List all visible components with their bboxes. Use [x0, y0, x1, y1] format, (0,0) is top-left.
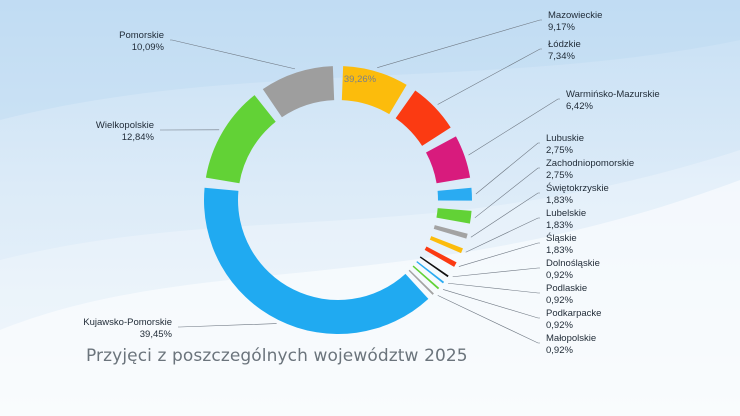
value-label-warminsko-mazurskie: 6,42%: [566, 101, 593, 112]
value-label-malopolskie: 0,92%: [546, 345, 573, 356]
leader-line-lubelskie: [465, 217, 540, 253]
value-label-wielkopolskie: 12,84%: [122, 132, 155, 143]
value-label-podlaskie: 0,92%: [546, 295, 573, 306]
slice-pomorskie: [262, 66, 335, 118]
leader-line-kujawsko-pomorskie: [178, 323, 277, 328]
slice-wielkopolskie: [205, 95, 276, 184]
value-label-lodzkie: 7,34%: [548, 51, 575, 62]
label-podlaskie: Podlaskie: [546, 283, 587, 294]
leader-line-pomorskie: [170, 39, 296, 70]
leader-line-warminsko-mazurskie: [468, 98, 560, 156]
label-swietokrzyskie: Świętokrzyskie: [546, 182, 609, 194]
slice-podkarpacke: [412, 265, 440, 290]
slices: [204, 66, 473, 335]
slice-mazowieckie: [341, 66, 407, 115]
slice-lubuskie: [437, 187, 473, 201]
label-lodzkie: Łódzkie: [548, 39, 581, 50]
slice-swietokrzyskie: [433, 225, 468, 239]
value-label-mazowieckie: 9,17%: [548, 22, 575, 33]
value-label-lubelskie: 1,83%: [546, 220, 573, 231]
leader-line-malopolskie: [437, 295, 540, 344]
slice-malopolskie: [408, 269, 434, 295]
leader-line-swietokrzyskie: [470, 192, 540, 238]
value-label-dolnoslaskie: 0,92%: [546, 270, 573, 281]
chart-title: Przyjęci z poszczególnych województw 202…: [86, 346, 468, 366]
slice-lubelskie: [429, 236, 463, 254]
slice-lodzkie: [395, 90, 451, 146]
leader-line-zachodniopomorskie: [474, 167, 540, 219]
value-label-swietokrzyskie: 1,83%: [546, 195, 573, 206]
slice-podlaskie: [416, 261, 445, 284]
leader-line-podlaskie: [448, 282, 540, 294]
annotation-label: 39,26%: [344, 74, 377, 85]
leader-line-lodzkie: [437, 48, 542, 105]
label-kujawsko-pomorskie: Kujawsko-Pomorskie: [83, 317, 172, 328]
label-warminsko-mazurskie: Warmińsko-Mazurskie: [566, 89, 660, 100]
label-dolnoslaskie: Dolnośląskie: [546, 258, 600, 269]
value-label-podkarpacke: 0,92%: [546, 320, 573, 331]
leader-line-mazowieckie: [377, 19, 542, 68]
leader-lines: [160, 19, 560, 344]
value-label-zachodniopomorskie: 2,75%: [546, 170, 573, 181]
label-lubuskie: Lubuskie: [546, 133, 584, 144]
leader-line-dolnoslaskie: [452, 267, 540, 278]
label-lubelskie: Lubelskie: [546, 208, 586, 219]
label-podkarpacke: Podkarpacke: [546, 308, 601, 319]
label-slaskie: Śląskie: [546, 232, 577, 244]
slice-zachodniopomorskie: [436, 208, 472, 224]
leader-line-lubuskie: [475, 142, 540, 195]
label-wielkopolskie: Wielkopolskie: [96, 120, 154, 131]
label-malopolskie: Małopolskie: [546, 333, 596, 344]
label-mazowieckie: Mazowieckie: [548, 10, 602, 21]
label-zachodniopomorskie: Zachodniopomorskie: [546, 158, 634, 169]
value-label-lubuskie: 2,75%: [546, 145, 573, 156]
label-pomorskie: Pomorskie: [119, 30, 164, 41]
leader-line-slaskie: [458, 242, 540, 267]
slice-kujawsko-pomorskie: [204, 187, 429, 335]
slice-warminsko-mazurskie: [426, 136, 471, 184]
value-label-slaskie: 1,83%: [546, 245, 573, 256]
value-label-pomorskie: 10,09%: [132, 42, 165, 53]
value-label-kujawsko-pomorskie: 39,45%: [140, 329, 173, 340]
leader-line-podkarpacke: [442, 289, 540, 319]
slice-slaskie: [424, 246, 457, 267]
slice-dolnoslaskie: [419, 256, 449, 278]
